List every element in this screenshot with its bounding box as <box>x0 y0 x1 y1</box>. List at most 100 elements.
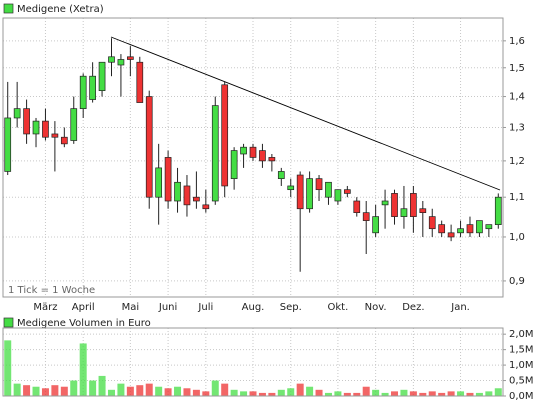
volume-bar <box>107 389 115 396</box>
candle-body <box>23 108 30 135</box>
volume-bar <box>23 385 31 396</box>
candle-body <box>4 117 12 172</box>
candle-body <box>211 105 219 202</box>
candle-body <box>494 196 502 225</box>
volume-bar <box>353 392 361 396</box>
annotation: 1 Tick = 1 Woche <box>8 285 95 296</box>
volume-bar <box>51 385 59 396</box>
plots: 0,9 1,0 1,1 1,2 1,3 1,4 1,5 1,6 März April Mai Juni… <box>3 18 534 401</box>
x-tick-label: März <box>33 302 57 313</box>
y-tick-label: 1,6 <box>509 36 525 47</box>
candle-body <box>60 136 68 145</box>
volume-bar <box>174 386 182 396</box>
volume-bar <box>221 383 229 396</box>
candle-body <box>79 75 87 110</box>
candle-body <box>296 174 304 210</box>
x-tick-label: Juli <box>197 302 213 313</box>
candle-body <box>108 56 115 63</box>
candle-body <box>51 133 59 138</box>
candle-body <box>400 208 408 217</box>
volume-bar <box>126 386 134 396</box>
volume-bar <box>136 385 144 396</box>
candle-body <box>343 189 351 194</box>
candle-body <box>315 178 323 191</box>
candle-body <box>353 200 361 213</box>
y-tick-label: 0,9 <box>509 276 525 287</box>
volume-bar <box>475 392 483 396</box>
candle-body <box>334 189 342 202</box>
legend-swatch <box>3 317 14 328</box>
candle-body <box>362 212 370 221</box>
volume-bar <box>485 391 493 396</box>
volume-bar <box>457 391 465 396</box>
candle-body <box>127 56 134 60</box>
volume-bar <box>287 388 295 396</box>
volume-bar <box>79 343 87 396</box>
y-tick-label: 0,5M <box>509 376 534 387</box>
candle-body <box>89 75 96 100</box>
candle-body <box>193 196 200 202</box>
volume-bar <box>89 380 97 396</box>
x-tick-label: Mai <box>122 302 140 313</box>
x-tick-label: Jan. <box>450 302 470 313</box>
x-tick-label: Dez. <box>402 302 424 313</box>
volume-bar <box>277 389 285 396</box>
plot-frame <box>2 17 504 298</box>
candle-body <box>325 181 332 198</box>
y-tick-label: 2,0M <box>509 329 534 340</box>
volume-bar <box>60 386 68 396</box>
volume-bar <box>343 392 351 396</box>
volume-bar <box>117 383 125 396</box>
volume-bar <box>419 392 427 396</box>
volume-bar <box>183 388 191 396</box>
candle-body <box>410 193 417 217</box>
y-tick-label: 1,4 <box>509 92 525 103</box>
candle-body <box>259 150 266 162</box>
candle-body <box>447 232 455 238</box>
candle-body <box>287 185 295 191</box>
candle-body <box>70 108 78 141</box>
candle-body <box>249 146 257 158</box>
volume-bar <box>32 386 40 396</box>
candle-body <box>98 61 106 91</box>
volume-bar <box>192 389 200 396</box>
volume-bar <box>334 391 342 396</box>
x-tick-label: Aug. <box>242 302 265 313</box>
candle-body <box>306 178 313 210</box>
volume-bar <box>202 391 210 396</box>
volume-bar <box>155 386 163 396</box>
candle-body <box>372 216 379 234</box>
candle-body <box>164 157 172 202</box>
candle-body <box>466 224 474 234</box>
candle-body <box>32 120 40 135</box>
legend-swatch <box>3 3 14 14</box>
volume-bar <box>428 391 436 396</box>
volume-bar <box>362 386 370 396</box>
candle-body <box>268 157 276 162</box>
volume-bar <box>4 340 12 396</box>
candle-body <box>202 204 210 210</box>
x-tick-label: Nov. <box>365 302 387 313</box>
candle-body <box>476 220 483 234</box>
candle-body <box>485 224 493 230</box>
candle-body <box>230 150 238 179</box>
volume-bar <box>372 389 380 396</box>
y-tick-label: 1,3 <box>509 122 525 133</box>
volume-bar <box>240 391 248 396</box>
volume-bar <box>306 386 314 396</box>
y-tick-label: 1,5M <box>509 345 534 356</box>
trend-line <box>110 36 501 191</box>
volume-bar <box>164 388 172 396</box>
candle-body <box>240 146 247 155</box>
candle-body <box>428 216 436 230</box>
volume-bar <box>249 391 257 396</box>
volume-frame <box>2 327 504 397</box>
volume-bar <box>438 392 446 396</box>
y-tick-label: 0,0M <box>509 391 534 401</box>
volume-bar <box>391 391 399 396</box>
volume-bar <box>324 392 332 396</box>
y-tick-label: 1,0M <box>509 360 534 371</box>
candle-body <box>457 228 464 234</box>
candle-body <box>13 108 21 119</box>
candle-body <box>183 185 191 206</box>
